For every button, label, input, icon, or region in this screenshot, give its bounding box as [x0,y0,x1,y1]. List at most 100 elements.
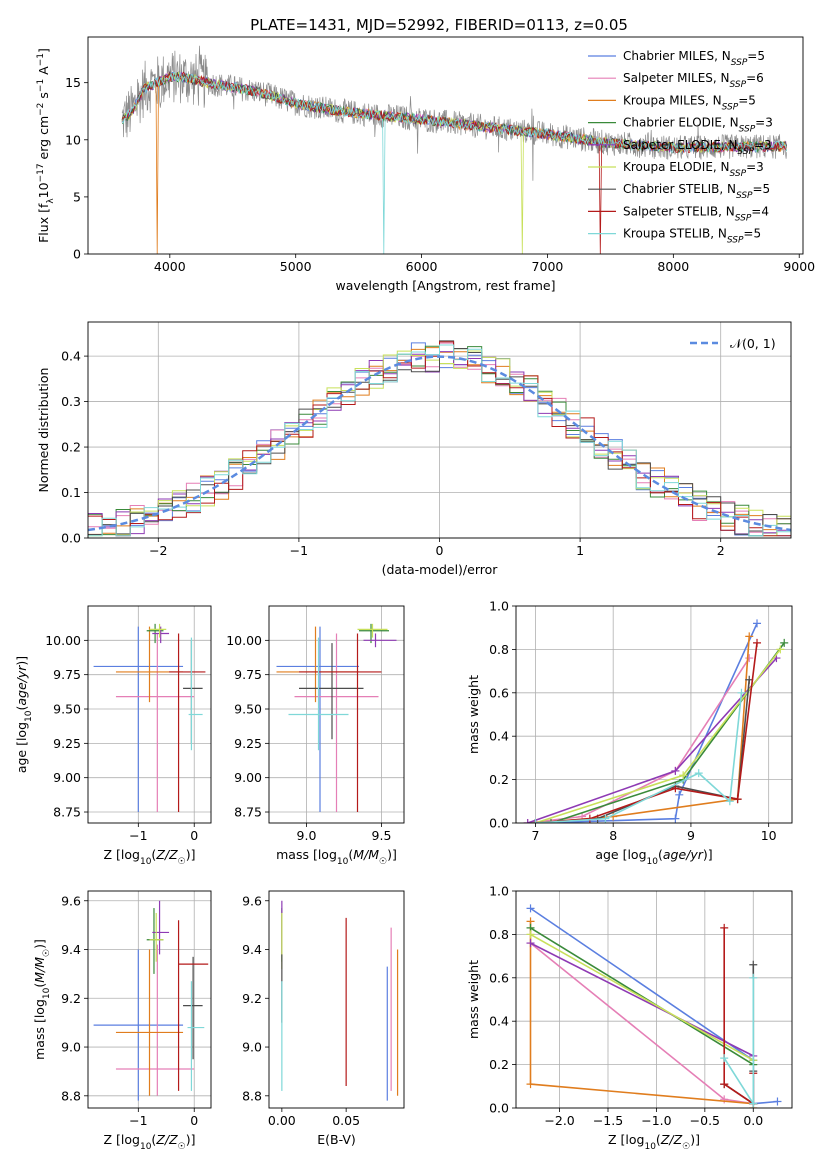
label-part: =5 [743,227,761,241]
plot-area [88,340,791,537]
label-part: SSP [730,169,747,179]
axes-frame [268,605,405,824]
x-tick-label: 1 [576,543,584,558]
label-part: SSP [735,213,752,223]
panel-mass_vs_Z: −1 08.89.09.29.49.6Z [log10(Z/Z☉)]mass [l… [32,890,212,1152]
label-part: 10 [140,857,152,867]
panel-mass_vs_ebv: 0.00 0.05 8.8 9.0 9.2 9.4 9.6 E(B-V) [242,890,405,1147]
y-tick-label: 9.50 [234,702,262,717]
y-tick-label: 0.8 [489,642,509,657]
marker-salpeter_elodie [526,939,535,948]
x-axis-label: Z [log10(Z/Z☉)] [104,1132,196,1152]
series-line-kroupa_elodie [530,933,754,1061]
y-tick-label: 8.8 [61,1088,81,1103]
x-tick-label: 0 [436,543,444,558]
label-part: M/M [32,957,47,983]
series-line-salpeter_stelib [723,927,755,1106]
marker-chabrier_miles [753,619,762,628]
x-tick-label: 10 [761,828,777,843]
label-part: ☉ [682,1142,690,1152]
marker-salpeter_stelib [671,784,680,793]
x-tick-label: 2 [717,543,725,558]
label-part: )] [387,847,397,862]
y-tick-label: 9.00 [53,770,81,785]
label-part: =6 [746,71,764,85]
label-part: )] [690,1132,700,1147]
label-part: Chabrier MILES, N [623,49,731,63]
label-part: ☉ [379,857,387,867]
label-part: Z [log [104,1132,140,1147]
marker-chabrier_elodie [780,638,789,647]
y-tick-label: 9.25 [53,736,81,751]
y-tick-label: 9.75 [53,667,81,682]
marker-kroupa_stelib [720,1054,729,1063]
label-part: ( [348,847,353,862]
label-part: Kroupa MILES, N [623,93,722,107]
label-part: Z/Z [660,1132,683,1147]
marker-salpeter_elodie [523,819,532,823]
label-part: age/yr [663,847,704,862]
marker-kroupa_elodie [679,771,688,780]
marker-chabrier_miles [773,1097,782,1106]
series-line-chabrier_elodie [530,927,754,1066]
y-axis-label: mass weight [466,675,481,754]
marker-salpeter_stelib [720,923,729,932]
legend-label-kroupa_stelib: Kroupa STELIB, NSSP=5 [623,227,761,246]
x-axis-label: Z [log10(Z/Z☉)] [608,1132,700,1152]
x-tick-label: 7 [531,828,539,843]
label-part: Salpeter ELODIE, N [623,138,737,152]
x-tick-label: −1 [290,543,308,558]
label-part: Kroupa STELIB, N [623,227,727,241]
label-part: SSP [736,191,753,201]
label-part: λ [46,198,56,204]
series-line-salpeter_elodie [527,657,778,823]
label-part: Salpeter STELIB, N [623,204,735,218]
legend-label-normal: 𝒩(0, 1) [730,336,776,351]
legend-label-salpeter_miles: Salpeter MILES, NSSP=6 [623,71,764,90]
plot-area [281,900,399,1101]
axes-frame [268,890,405,1109]
marker-kroupa_stelib [531,819,540,823]
y-tick-label: 9.0 [61,1040,81,1055]
label-part: ☉ [178,1142,186,1152]
y-tick-label: 9.50 [53,702,81,717]
label-part: M/M [353,847,379,862]
y-tick-label: 0.2 [61,440,81,455]
histogram-kroupa_stelib [88,344,791,537]
series-line-salpeter_elodie [530,942,754,1057]
y-tick-label: 1.0 [489,884,509,899]
y-tick-label: 9.6 [61,893,81,908]
x-tick-label: 9.5 [372,828,392,843]
x-tick-label: −2.0 [544,1113,574,1128]
label-part: )] [703,847,713,862]
label-part: Chabrier ELODIE, N [623,116,739,130]
x-tick-label: 4000 [154,259,186,274]
marker-chabrier_miles [671,814,680,823]
label-part: mass [log [32,999,47,1060]
x-tick-label: 0.05 [332,1113,360,1128]
label-part: Flux [f [36,203,51,243]
label-part: SSP [727,236,744,246]
marker-kroupa_stelib [694,769,703,778]
y-axis-label: age [log10(age/yr)] [14,656,34,773]
label-part: 10 [42,987,52,999]
x-tick-label: 9 [687,828,695,843]
y-tick-label: 0.0 [489,1101,509,1116]
y-tick-label: 5 [73,189,81,204]
y-tick-label: 8.8 [242,1088,262,1103]
y-tick-label: 0.8 [489,927,509,942]
label-part: SSP [737,147,754,157]
panel-spectrum: 4000 5000 6000 7000 8000 9000 0 5 10 15 wavelength… [36,36,815,293]
legend-label-salpeter_elodie: Salpeter ELODIE, NSSP=3 [623,138,772,157]
y-axis-label: mass weight [466,960,481,1039]
y-tick-label: 9.4 [61,942,81,957]
marker-kroupa_miles [526,1080,535,1089]
label-part: =3 [754,138,772,152]
series-line-salpeter_miles [527,657,750,823]
label-part: 10 [337,857,349,867]
y-tick-label: 9.2 [61,991,81,1006]
marker-chabrier_elodie [546,819,555,823]
y-tick-label: 10.00 [45,633,81,648]
legend-label-salpeter_stelib: Salpeter STELIB, NSSP=4 [623,204,769,223]
